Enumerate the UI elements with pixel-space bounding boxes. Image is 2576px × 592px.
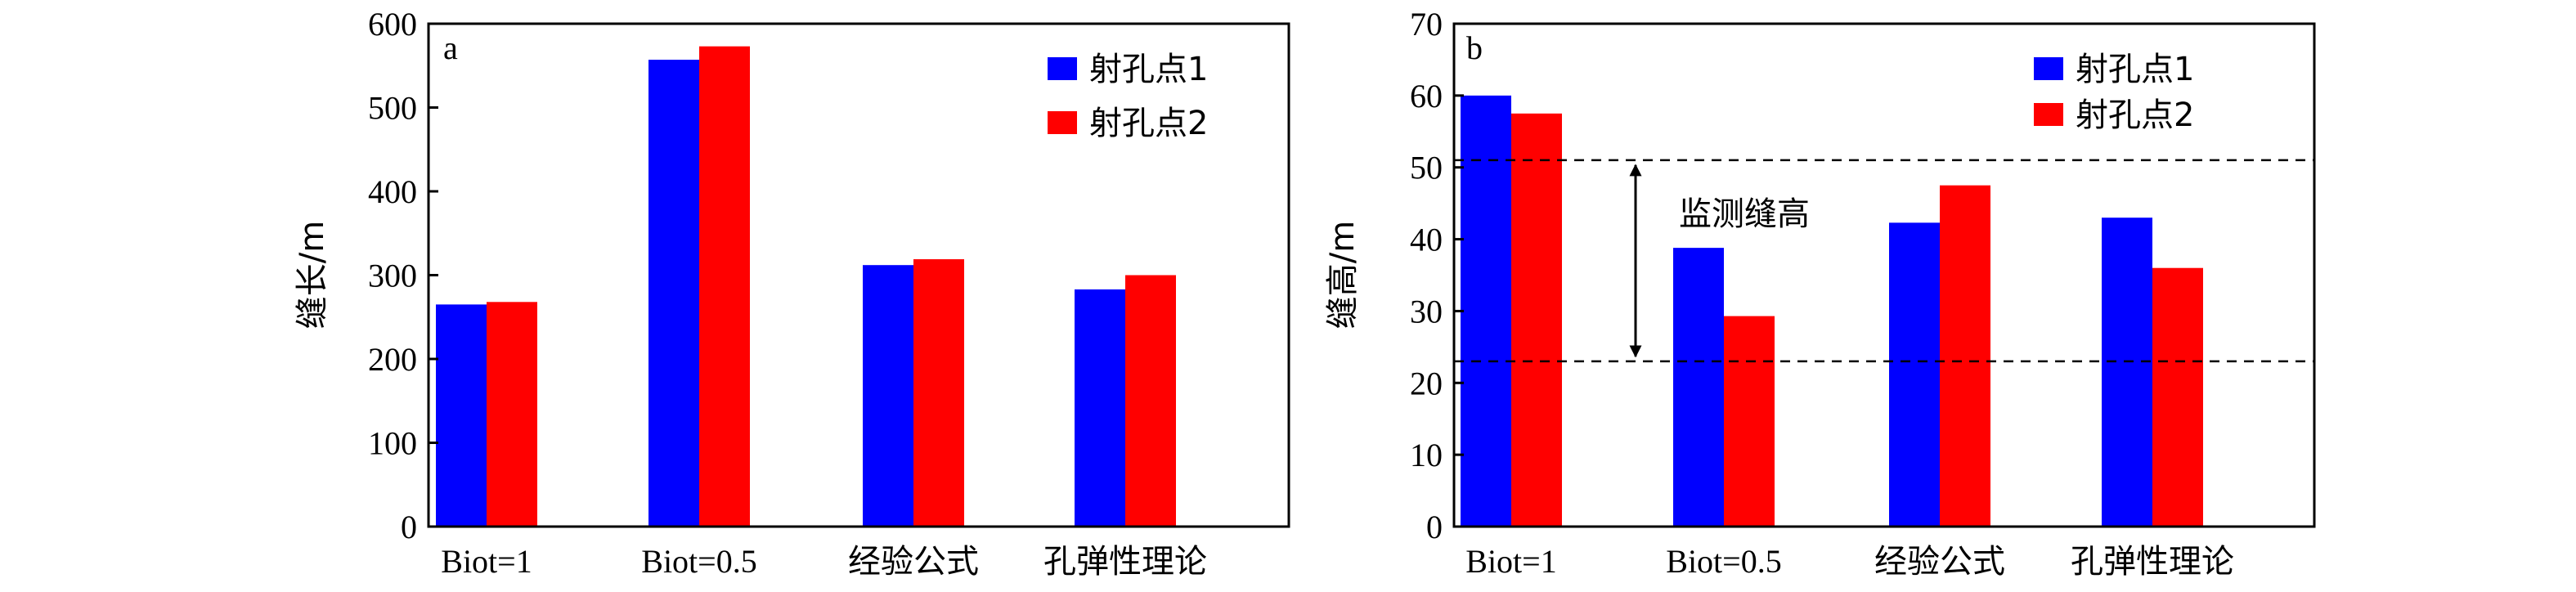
bar-b-series2-3 — [2152, 267, 2203, 527]
y-tick-label-a-6: 600 — [368, 6, 417, 43]
y-tick-label-b-6: 60 — [1410, 78, 1443, 114]
legend-swatch-series2-a — [1048, 111, 1077, 134]
x-tick-labels-a: Biot=1 Biot=0.5 经验公式 孔弹性理论 — [441, 543, 1207, 581]
bar-a-series2-3 — [1125, 275, 1176, 527]
x-tick-label-b-0: Biot=1 — [1465, 543, 1556, 580]
y-ticks-b: 0 10 20 30 40 50 60 70 — [1410, 6, 1464, 545]
legend-label-series2-a: 射孔点2 — [1089, 105, 1208, 142]
legend-swatch-series1-b — [2034, 57, 2063, 80]
x-tick-label-b-1: Biot=0.5 — [1666, 543, 1781, 580]
x-tick-label-a-1: Biot=0.5 — [641, 543, 756, 580]
legend-a: 射孔点1 射孔点2 — [1048, 51, 1208, 142]
y-tick-label-a-4: 400 — [368, 173, 417, 210]
plot-frame-a — [427, 22, 1290, 528]
y-axis-title-b: 缝高/m — [1324, 221, 1362, 329]
bar-a-series2-2 — [913, 259, 964, 527]
bar-b-series2-1 — [1724, 316, 1775, 527]
bar-a-series1-2 — [863, 265, 913, 527]
y-tick-label-a-5: 500 — [368, 90, 417, 127]
panel-label-b: b — [1466, 29, 1483, 66]
y-tick-label-b-1: 10 — [1410, 437, 1443, 473]
y-tick-label-b-2: 20 — [1410, 365, 1443, 401]
x-tick-label-a-0: Biot=1 — [441, 543, 532, 580]
y-axis-title-a: 缝长/m — [294, 221, 331, 329]
x-tick-labels-b: Biot=1 Biot=0.5 经验公式 孔弹性理论 — [1465, 543, 2234, 581]
bar-a-series1-1 — [648, 60, 699, 527]
bar-b-series1-3 — [2102, 218, 2152, 527]
reference-lines-b — [1454, 159, 2314, 363]
y-tick-label-a-0: 0 — [401, 509, 417, 545]
legend-label-series2-b: 射孔点2 — [2076, 96, 2194, 134]
y-tick-label-b-3: 30 — [1410, 293, 1443, 330]
chart-panel-a: 0 100 200 300 400 500 600 a 缝长/m Biot=1 Biot=0.… — [294, 6, 1290, 581]
bar-b-series1-1 — [1673, 248, 1724, 527]
bar-a-series1-0 — [436, 304, 487, 527]
y-ticks-a: 0 100 200 300 400 500 600 — [368, 6, 438, 545]
legend-swatch-series1-a — [1048, 57, 1077, 80]
y-tick-label-a-3: 300 — [368, 258, 417, 294]
panel-label-a: a — [443, 29, 458, 66]
legend-label-series1-b: 射孔点1 — [2076, 51, 2194, 88]
x-tick-label-a-3: 孔弹性理论 — [1043, 543, 1207, 581]
y-tick-label-b-7: 70 — [1410, 6, 1443, 43]
bars-b — [1461, 95, 2203, 527]
y-tick-label-a-2: 200 — [368, 341, 417, 378]
y-tick-label-b-4: 40 — [1410, 222, 1443, 258]
bar-b-series2-2 — [1940, 185, 1990, 527]
legend-b: 射孔点1 射孔点2 — [2034, 51, 2194, 134]
legend-swatch-series2-b — [2034, 103, 2063, 126]
y-tick-label-b-5: 50 — [1410, 150, 1443, 186]
bar-a-series2-1 — [699, 46, 750, 527]
x-tick-label-b-2: 经验公式 — [1874, 543, 2005, 581]
bar-b-series1-2 — [1889, 222, 1940, 527]
bar-b-series2-0 — [1511, 113, 1562, 527]
x-tick-label-b-3: 孔弹性理论 — [2071, 543, 2234, 581]
bars-a — [436, 46, 1176, 527]
y-tick-label-a-1: 100 — [368, 425, 417, 462]
bar-a-series2-0 — [487, 302, 537, 527]
annotation-text: 监测缝高 — [1679, 195, 1810, 233]
y-tick-label-b-0: 0 — [1426, 509, 1443, 545]
plot-frame-b — [1452, 22, 2316, 528]
chart-panel-b: 0 10 20 30 40 50 60 70 监测缝高 b 缝高/m Biot=1 Biot=0… — [1324, 6, 2316, 581]
legend-label-series1-a: 射孔点1 — [1089, 51, 1208, 88]
bar-b-series1-0 — [1461, 95, 1511, 527]
bar-a-series1-3 — [1075, 289, 1125, 527]
x-tick-label-a-2: 经验公式 — [848, 543, 979, 581]
